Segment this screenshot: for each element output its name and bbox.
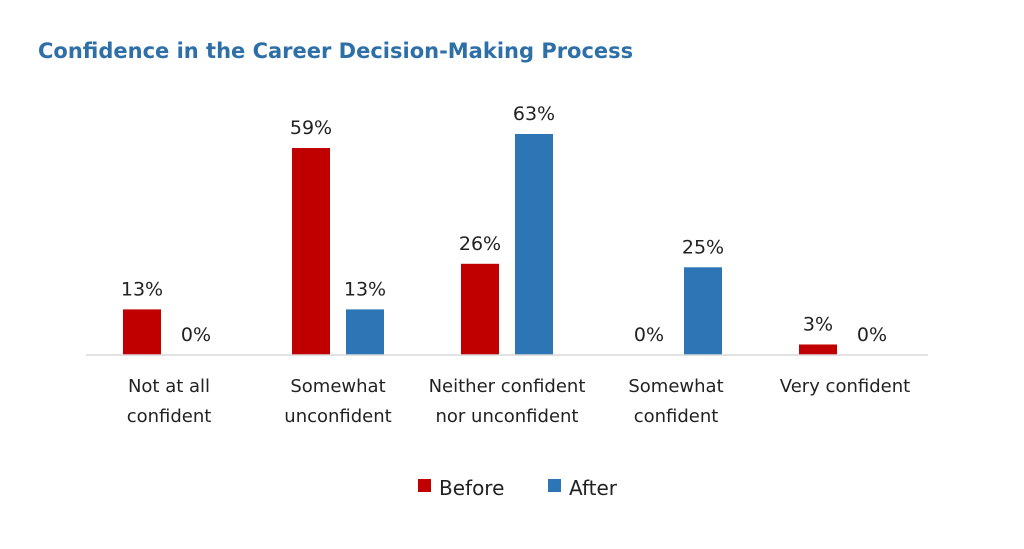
value-label-after-0: 0% (181, 324, 211, 346)
chart-title: Confidence in the Career Decision-Making… (38, 39, 633, 63)
value-label-before-4: 3% (803, 313, 833, 335)
value-label-before-3: 0% (634, 324, 664, 346)
legend-label-before: Before (439, 476, 504, 500)
value-label-before-0: 13% (121, 278, 163, 300)
bars-group (123, 134, 837, 355)
bar-before-4 (799, 344, 837, 355)
value-label-after-4: 0% (857, 324, 887, 346)
legend: Before After (418, 476, 618, 500)
bar-before-2 (461, 263, 499, 355)
category-label-1-0: Somewhat (290, 376, 385, 397)
bar-after-1 (346, 309, 384, 355)
value-label-after-2: 63% (513, 103, 555, 125)
category-label-3-0: Somewhat (628, 376, 723, 397)
category-labels-group: Not at all confident Somewhat unconfident Ne… (127, 376, 911, 427)
bar-before-0 (123, 309, 161, 355)
bar-after-2 (515, 134, 553, 355)
legend-swatch-after (548, 479, 561, 492)
category-label-0-0: Not at all (128, 376, 210, 397)
value-label-before-2: 26% (459, 233, 501, 255)
legend-swatch-before (418, 479, 431, 492)
value-labels-group: 13% 0% 59% 13% 26% 63% 0% 25% 3% 0% (121, 103, 887, 346)
value-label-after-1: 13% (344, 278, 386, 300)
category-label-3-1: confident (634, 406, 719, 427)
bar-after-3 (684, 267, 722, 355)
legend-label-after: After (569, 476, 618, 500)
category-label-0-1: confident (127, 406, 212, 427)
bar-before-1 (292, 148, 330, 355)
category-label-2-0: Neither confident (429, 376, 586, 397)
category-label-1-1: unconfident (284, 406, 391, 427)
category-label-4-0: Very confident (780, 376, 910, 397)
value-label-before-1: 59% (290, 117, 332, 139)
category-label-2-1: nor unconfident (436, 406, 579, 427)
value-label-after-3: 25% (682, 236, 724, 258)
